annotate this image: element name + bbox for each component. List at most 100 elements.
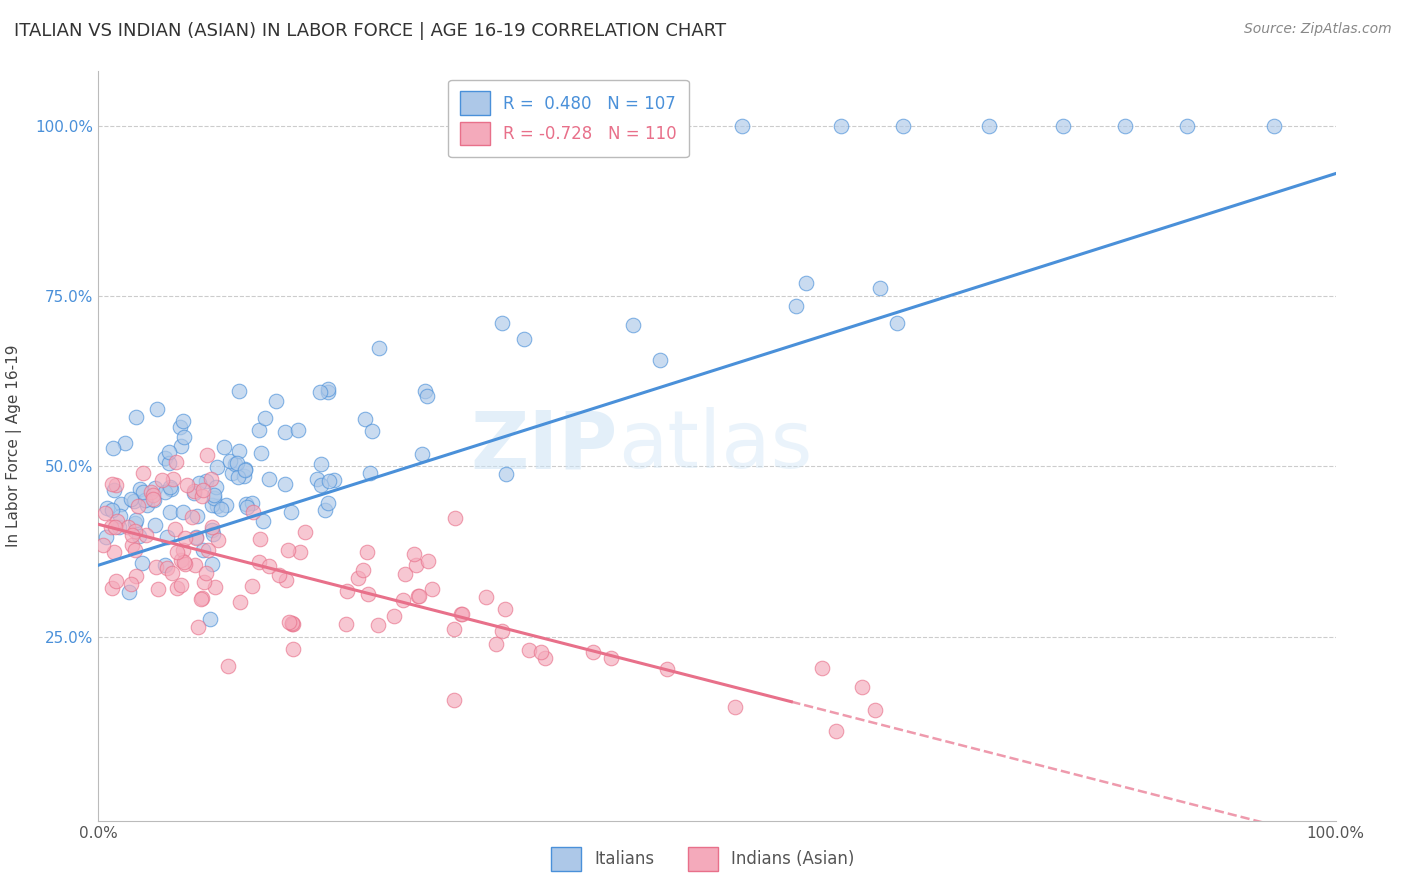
Point bbox=[166, 545, 188, 559]
Point bbox=[824, 724, 846, 739]
Point bbox=[250, 446, 273, 460]
Point bbox=[221, 467, 243, 481]
Point bbox=[247, 555, 270, 569]
Point bbox=[318, 474, 340, 488]
Point bbox=[405, 558, 427, 572]
Point bbox=[599, 651, 621, 665]
Point bbox=[136, 498, 159, 512]
Point bbox=[195, 448, 218, 462]
Point bbox=[187, 620, 209, 634]
Point bbox=[274, 573, 297, 587]
Point bbox=[264, 394, 287, 409]
Point bbox=[233, 463, 256, 477]
Point bbox=[830, 119, 852, 133]
Point bbox=[191, 591, 214, 605]
Point bbox=[1263, 119, 1285, 133]
Point bbox=[170, 439, 193, 453]
Point bbox=[104, 520, 127, 534]
Point bbox=[145, 559, 167, 574]
Point bbox=[226, 456, 249, 470]
Point bbox=[214, 440, 236, 454]
Point bbox=[495, 467, 517, 482]
Point bbox=[408, 589, 430, 603]
Point bbox=[193, 574, 215, 589]
Text: ZIP: ZIP bbox=[471, 407, 619, 485]
Point bbox=[159, 505, 181, 519]
Point bbox=[273, 425, 295, 439]
Point bbox=[114, 435, 136, 450]
Point bbox=[307, 472, 329, 486]
Point bbox=[201, 523, 224, 537]
Point bbox=[103, 483, 125, 497]
Point bbox=[202, 491, 225, 505]
Point bbox=[105, 574, 128, 588]
Point bbox=[198, 612, 221, 626]
Point bbox=[117, 520, 139, 534]
Point bbox=[121, 538, 143, 552]
Point bbox=[655, 662, 678, 676]
Point bbox=[204, 480, 226, 494]
Point bbox=[201, 520, 224, 534]
Point bbox=[197, 542, 219, 557]
Point bbox=[979, 119, 1001, 133]
Point bbox=[413, 384, 436, 399]
Point bbox=[142, 492, 165, 507]
Point bbox=[118, 585, 141, 599]
Point bbox=[153, 451, 176, 466]
Point bbox=[160, 566, 183, 580]
Point bbox=[181, 510, 204, 524]
Point bbox=[811, 661, 834, 675]
Text: atlas: atlas bbox=[619, 407, 813, 485]
Point bbox=[280, 505, 302, 519]
Point bbox=[94, 530, 117, 544]
Point bbox=[869, 281, 891, 295]
Legend: Italians, Indians (Asian): Italians, Indians (Asian) bbox=[543, 839, 863, 880]
Point bbox=[153, 558, 176, 573]
Point bbox=[124, 543, 146, 558]
Point bbox=[228, 470, 250, 484]
Point bbox=[287, 423, 309, 437]
Point bbox=[886, 316, 908, 330]
Point bbox=[146, 402, 169, 417]
Point bbox=[146, 582, 169, 596]
Point bbox=[207, 499, 229, 513]
Point bbox=[142, 491, 165, 506]
Point bbox=[132, 485, 155, 500]
Point bbox=[294, 524, 316, 539]
Y-axis label: In Labor Force | Age 16-19: In Labor Force | Age 16-19 bbox=[6, 344, 21, 548]
Point bbox=[100, 520, 122, 534]
Point bbox=[105, 515, 128, 529]
Point bbox=[172, 414, 194, 428]
Point bbox=[186, 530, 208, 544]
Point bbox=[156, 530, 179, 544]
Point bbox=[229, 595, 252, 609]
Point bbox=[648, 352, 671, 367]
Point bbox=[135, 527, 157, 541]
Point bbox=[242, 496, 264, 510]
Point bbox=[367, 341, 389, 355]
Point bbox=[94, 506, 117, 520]
Point bbox=[103, 442, 125, 456]
Point bbox=[394, 566, 416, 581]
Point bbox=[166, 581, 188, 595]
Point bbox=[107, 520, 129, 534]
Point bbox=[201, 527, 224, 541]
Point bbox=[162, 472, 184, 486]
Point bbox=[582, 645, 605, 659]
Point bbox=[669, 119, 692, 133]
Point bbox=[314, 502, 336, 516]
Point bbox=[411, 447, 433, 461]
Point bbox=[143, 517, 166, 532]
Point bbox=[277, 615, 299, 629]
Point bbox=[724, 700, 747, 714]
Point bbox=[392, 592, 415, 607]
Point bbox=[141, 488, 163, 502]
Point bbox=[173, 430, 195, 444]
Point bbox=[128, 482, 150, 496]
Point bbox=[215, 498, 238, 512]
Point bbox=[1175, 119, 1198, 133]
Point bbox=[103, 545, 125, 559]
Point bbox=[785, 300, 807, 314]
Point bbox=[159, 483, 181, 497]
Point bbox=[96, 500, 118, 515]
